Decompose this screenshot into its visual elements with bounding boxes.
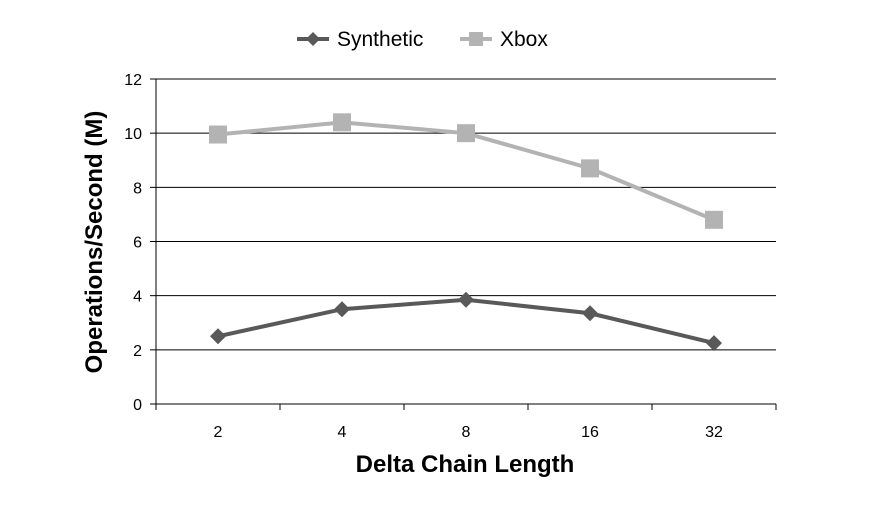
x-tick-label: 32	[705, 424, 723, 441]
data-point	[209, 125, 227, 144]
legend-label: Synthetic	[337, 28, 423, 51]
y-tick-label: 12	[124, 72, 142, 89]
x-tick-label: 8	[462, 424, 471, 441]
x-axis-title: Delta Chain Length	[356, 451, 575, 478]
data-point	[705, 210, 723, 229]
y-axis-ticks: 0 2 4 6 8 10 12	[124, 72, 156, 414]
series-synthetic	[210, 291, 722, 352]
y-tick-label: 2	[133, 343, 142, 360]
legend-marker	[306, 32, 320, 46]
y-tick-label: 4	[133, 289, 142, 306]
x-tick-label: 4	[338, 424, 347, 441]
legend: Synthetic Xbox	[297, 28, 548, 51]
x-tick-label: 2	[214, 424, 223, 441]
series-xbox	[209, 113, 723, 229]
data-point	[457, 124, 475, 143]
legend-label: Xbox	[500, 28, 548, 51]
gridlines	[156, 78, 776, 351]
series-group	[209, 113, 723, 352]
data-point	[582, 305, 598, 322]
data-point	[334, 301, 350, 318]
y-tick-label: 10	[124, 126, 142, 143]
x-axis-ticks: 2 4 8 16 32	[155, 404, 777, 441]
legend-marker	[469, 32, 483, 46]
x-tick-label: 16	[581, 424, 599, 441]
data-point	[706, 335, 722, 352]
data-point	[458, 291, 474, 308]
legend-item-xbox: Xbox	[460, 28, 548, 51]
y-axis-title: Operations/Second (M)	[81, 111, 108, 374]
data-point	[210, 328, 226, 345]
data-point	[581, 159, 599, 178]
y-tick-label: 0	[133, 397, 142, 414]
legend-item-synthetic: Synthetic	[297, 28, 423, 51]
y-tick-label: 6	[133, 235, 142, 252]
y-tick-label: 8	[133, 180, 142, 197]
data-point	[333, 113, 351, 132]
